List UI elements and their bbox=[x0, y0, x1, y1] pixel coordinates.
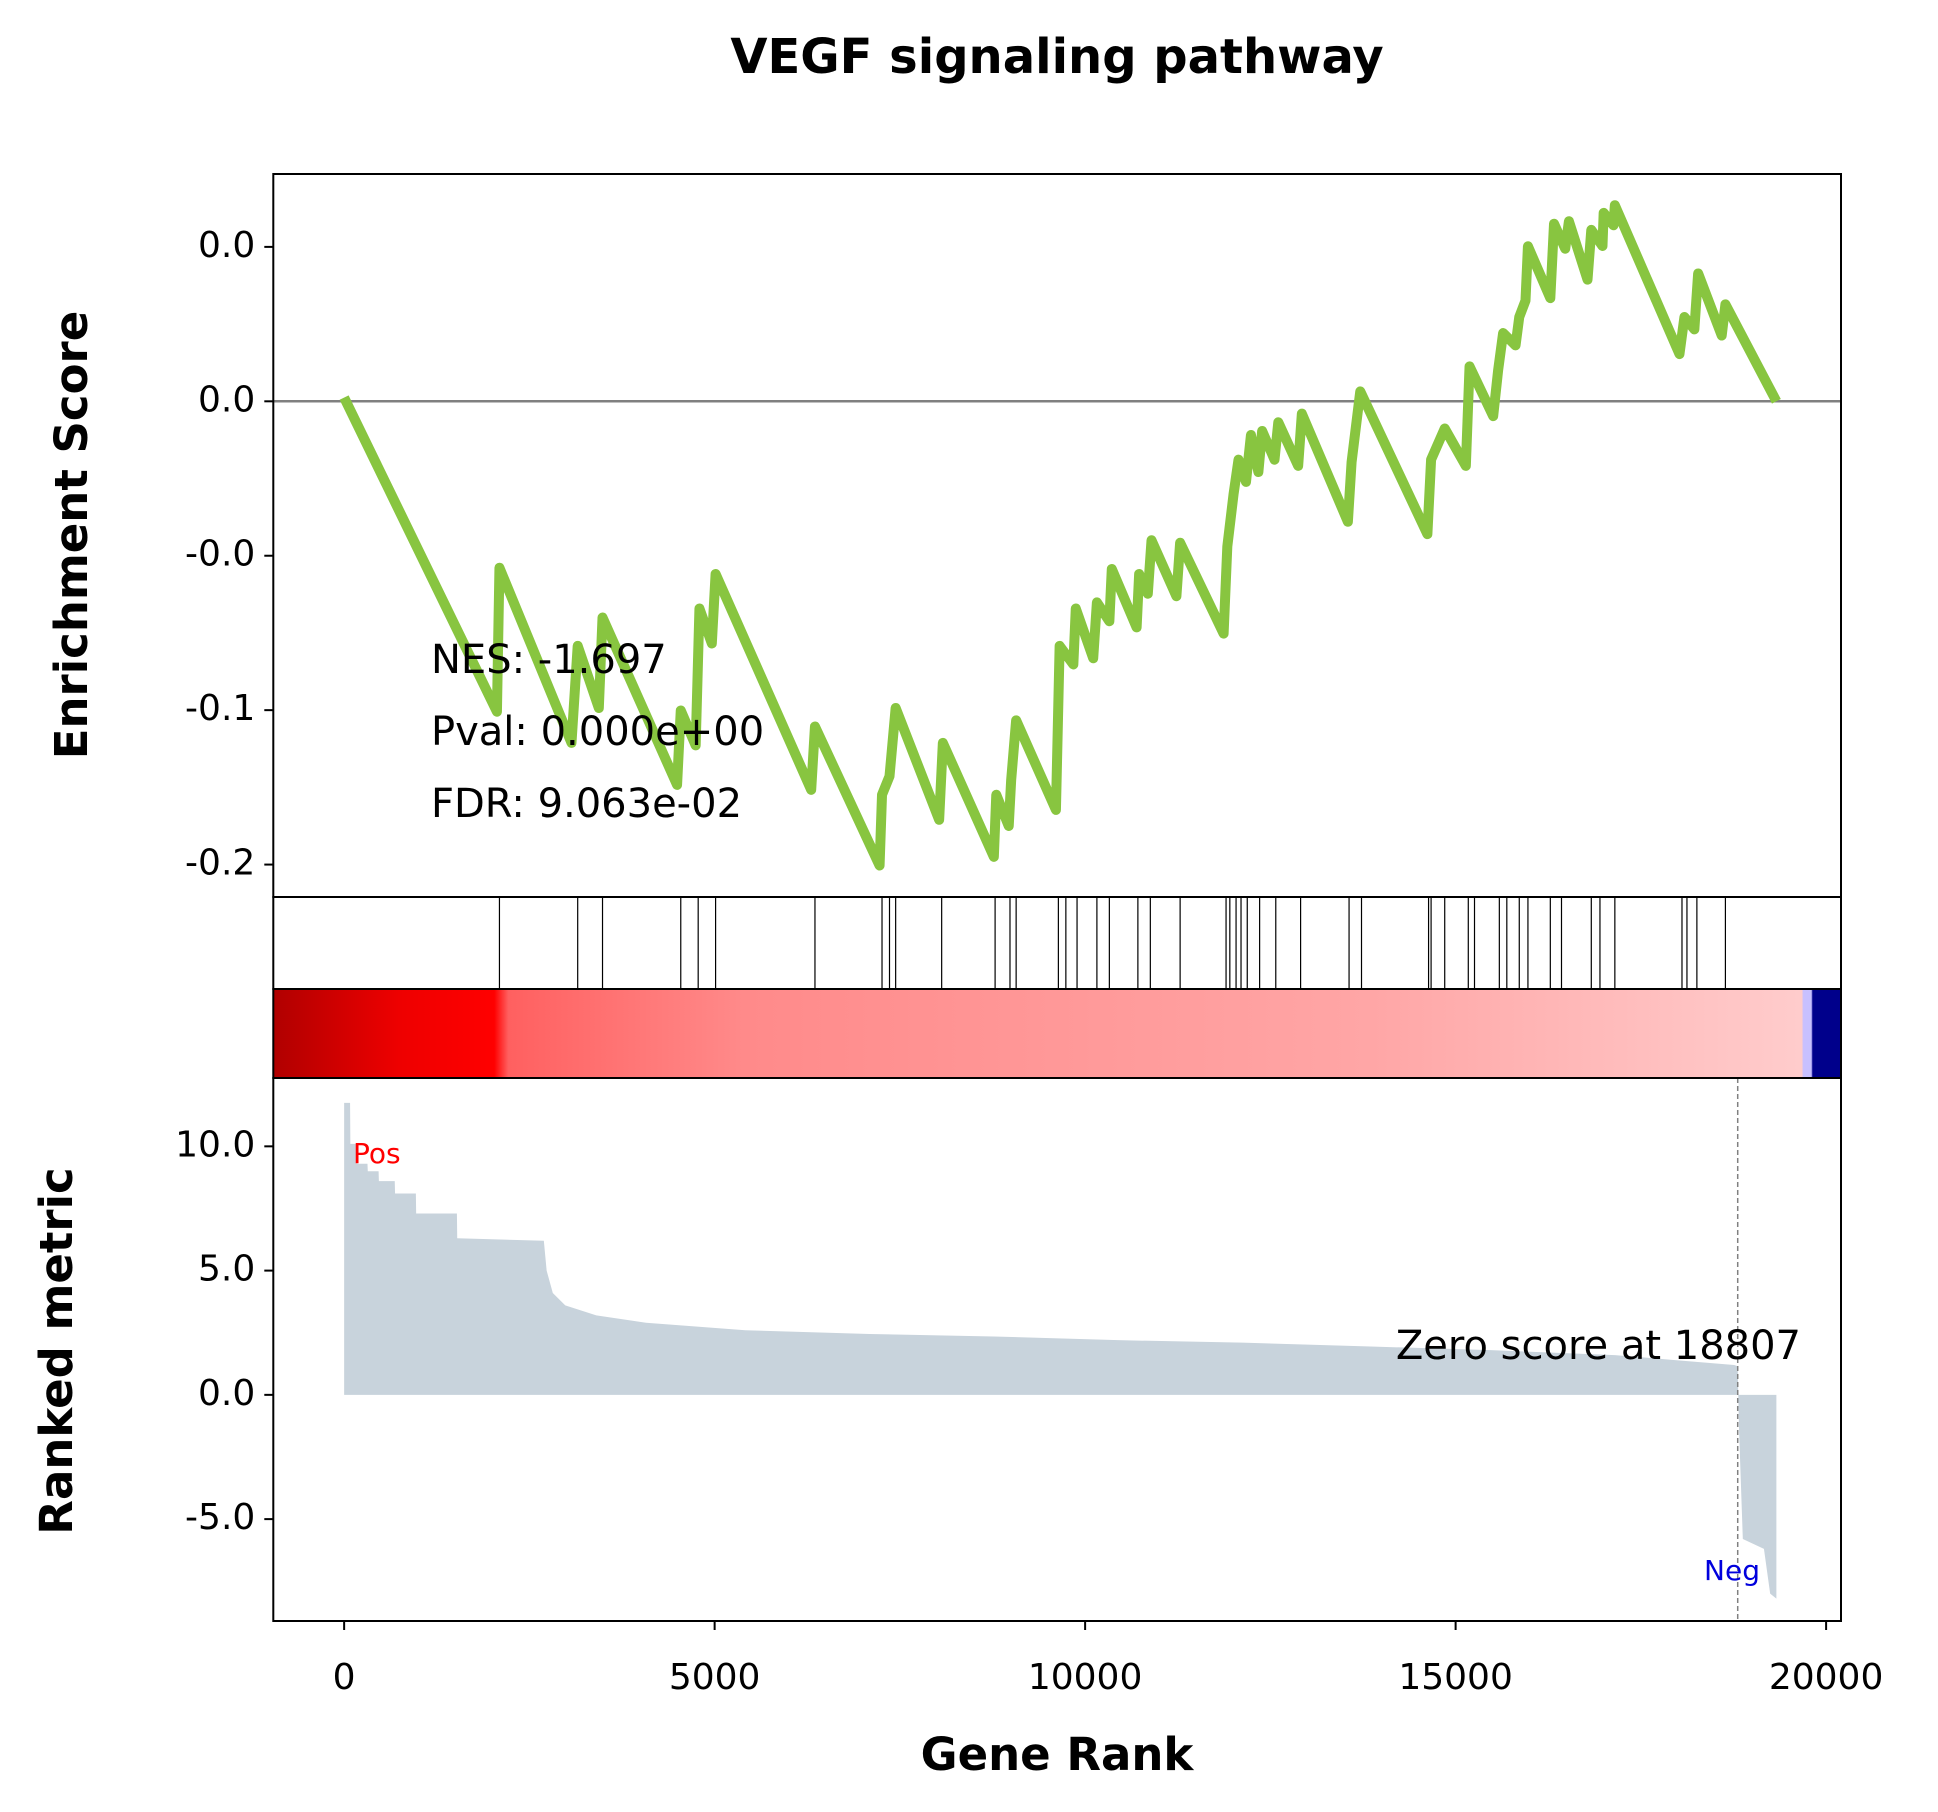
y-tick-label: 0.0 bbox=[198, 379, 255, 420]
y-tick-label: -0.0 bbox=[185, 534, 255, 575]
y-tick-label: 5.0 bbox=[198, 1249, 255, 1290]
plot-frame bbox=[272, 1077, 1842, 1622]
y-tick-label: 10.0 bbox=[175, 1124, 255, 1165]
pos-label: Pos bbox=[353, 1137, 401, 1170]
y-tick-label: -0.1 bbox=[185, 688, 255, 729]
y-tick-label: -5.0 bbox=[185, 1497, 255, 1538]
x-tick-label: 15000 bbox=[1398, 1657, 1513, 1698]
y-axis-label: Ranked metric bbox=[30, 1167, 83, 1534]
y-axis-label: Enrichment Score bbox=[45, 311, 98, 759]
enrichment-line bbox=[339, 200, 1781, 871]
zero-score-label: Zero score at 18807 bbox=[1396, 1323, 1801, 1369]
plot-frame bbox=[272, 173, 1842, 898]
x-tick-label: 0 bbox=[333, 1657, 356, 1698]
x-axis-label: Gene Rank bbox=[921, 1728, 1195, 1781]
neg-label: Neg bbox=[1704, 1554, 1760, 1587]
stat-annotation: FDR: 9.063e-02 bbox=[431, 781, 742, 827]
stat-annotation: NES: -1.697 bbox=[431, 637, 667, 683]
y-tick-label: 0.0 bbox=[198, 225, 255, 266]
y-tick-label: 0.0 bbox=[198, 1373, 255, 1414]
rank-heatmap bbox=[272, 988, 1842, 1079]
x-tick-label: 20000 bbox=[1769, 1657, 1884, 1698]
ranked-metric-area bbox=[344, 1102, 1777, 1599]
stat-annotation: Pval: 0.000e+00 bbox=[431, 709, 764, 755]
chart-title: VEGF signaling pathway bbox=[730, 29, 1383, 85]
x-tick-label: 5000 bbox=[669, 1657, 761, 1698]
y-tick-label: -0.2 bbox=[185, 843, 255, 884]
x-tick-label: 10000 bbox=[1028, 1657, 1143, 1698]
